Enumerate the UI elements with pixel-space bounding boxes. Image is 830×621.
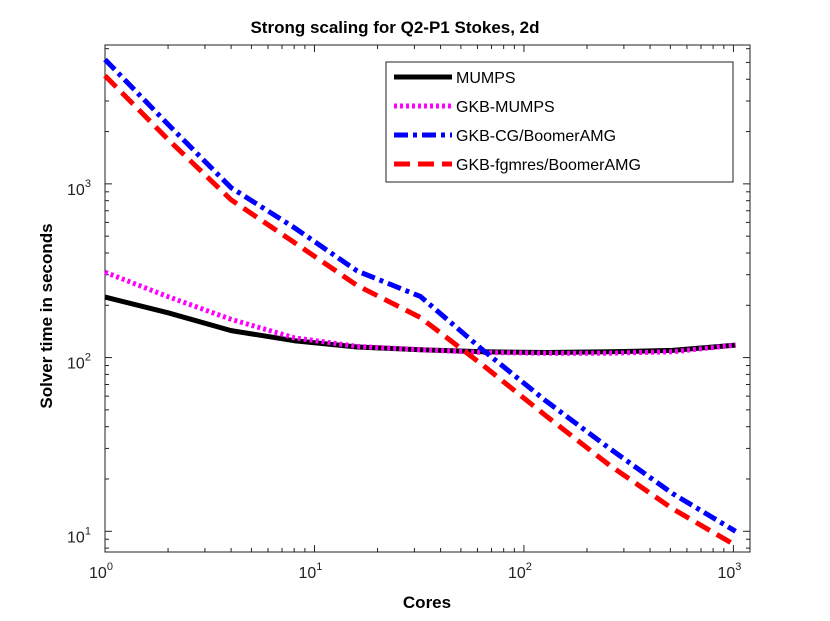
chart-title: Strong scaling for Q2-P1 Stokes, 2d [250,18,539,37]
x-tick-exponent: 0 [107,561,113,573]
y-tick-exponent: 3 [85,178,91,190]
y-tick-label: 101 [67,525,91,546]
x-tick-exponent: 3 [735,561,741,573]
y-tick-exponent: 2 [85,352,91,364]
series-line-gkb-cg-boomeramg [103,57,737,534]
legend-label: GKB-MUMPS [456,99,555,116]
legend-label: MUMPS [456,70,516,87]
series-line-gkb-fgmres-boomeramg [103,73,737,548]
series-line-mumps [104,294,736,355]
legend: MUMPS GKB-MUMPS GKB-CG/BoomerAMG GKB-fgmres… [385,61,734,183]
legend-label: GKB-fgmres/BoomerAMG [456,157,641,174]
x-tick-exponent: 1 [316,561,322,573]
y-tick-label: 103 [67,178,91,199]
x-axis-label: Cores [403,593,451,612]
legend-label: GKB-CG/BoomerAMG [456,128,616,145]
x-tick-label: 101 [299,561,323,582]
y-axis-label: Solver time in seconds [37,223,56,408]
x-tick-label: 103 [717,561,741,582]
x-tick-exponent: 2 [526,561,532,573]
y-tick-label: 102 [67,352,91,373]
series-lines [103,57,737,548]
x-tick-label: 100 [89,561,113,582]
y-tick-exponent: 1 [85,525,91,537]
x-tick-label: 102 [508,561,532,582]
